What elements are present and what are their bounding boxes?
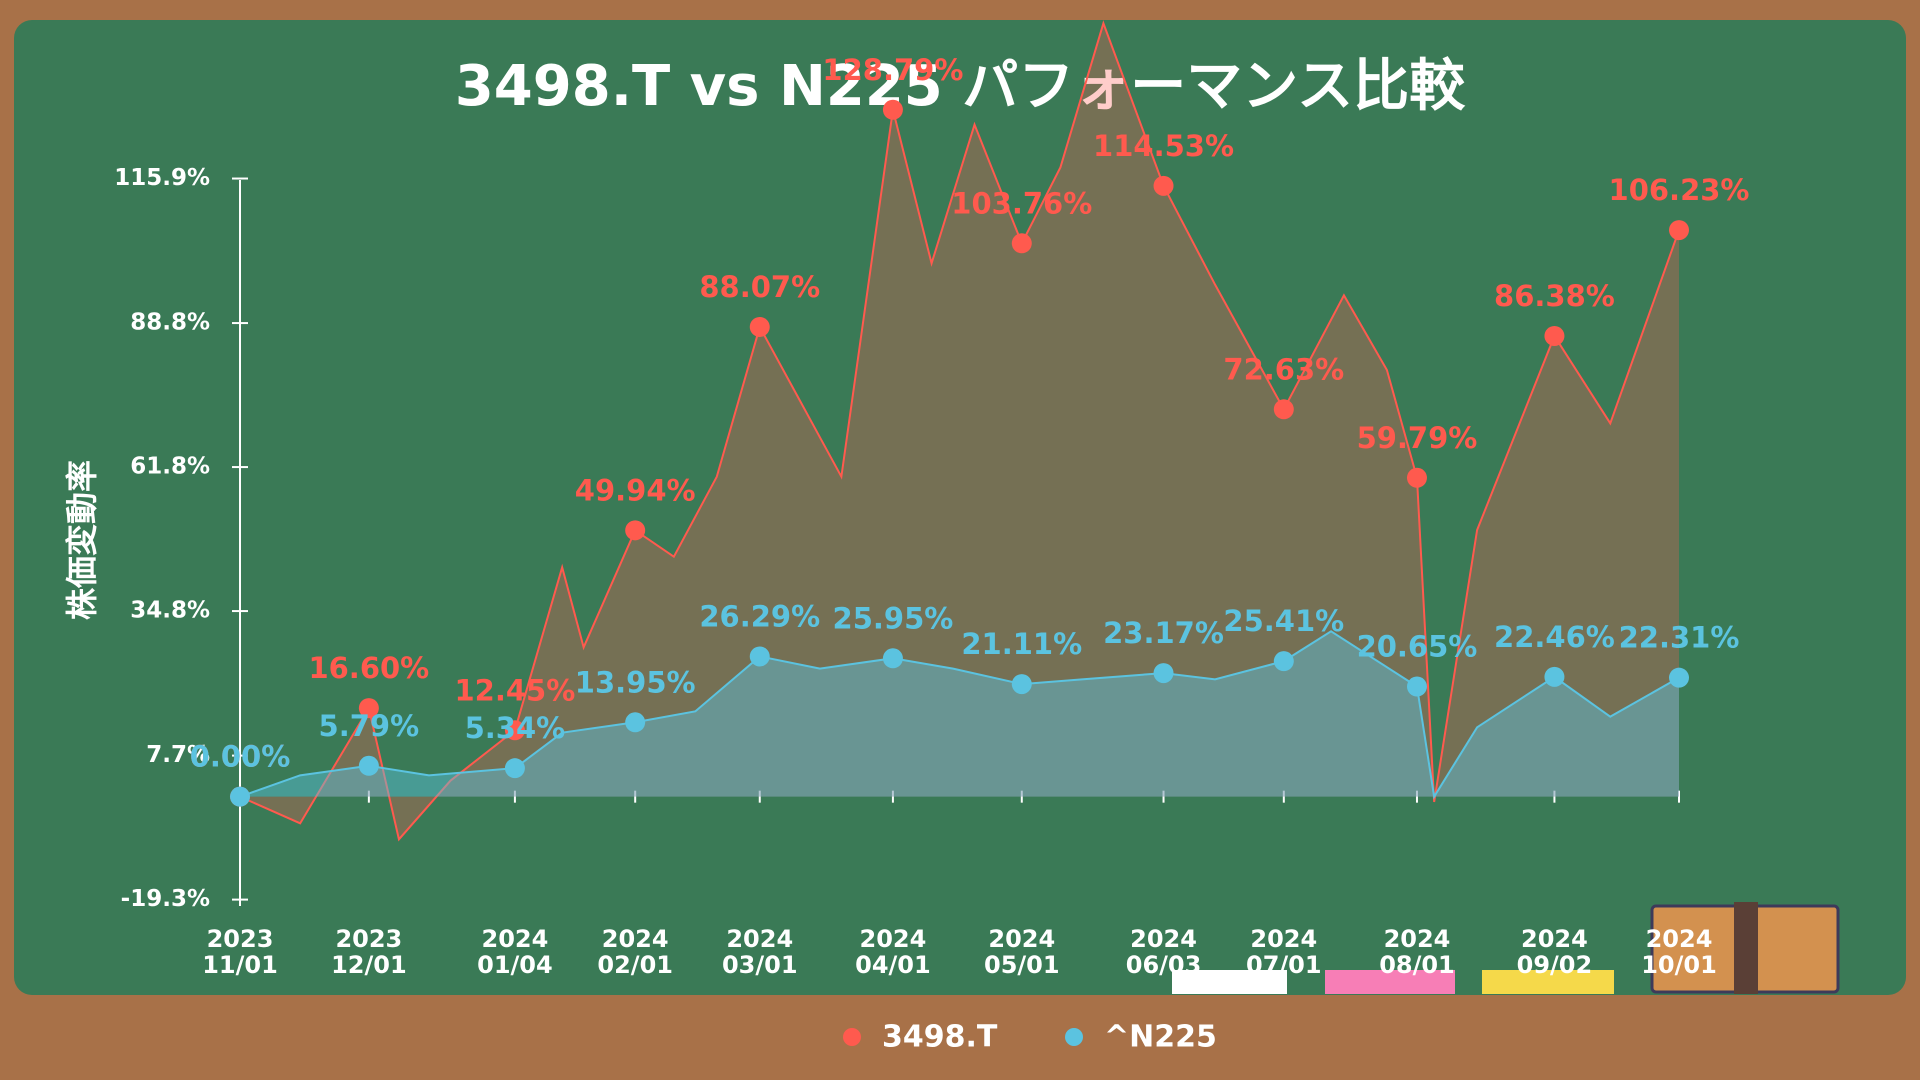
y-tick-label: 61.8% [130,454,210,480]
data-label: 114.53% [1093,129,1234,163]
chart-title: 3498.T vs N225 パフォーマンス比較 [455,54,1466,119]
data-label: 88.07% [699,270,820,304]
data-label: 106.23% [1609,173,1750,207]
data-label: 0.00% [190,740,291,774]
data-label: 20.65% [1357,630,1478,664]
data-point [358,698,379,719]
data-point [504,758,525,779]
data-point [625,712,646,733]
x-tick-label: 2024 06/03 [1126,925,1202,979]
data-label: 86.38% [1494,279,1615,313]
x-tick-label: 2023 12/01 [331,925,407,979]
data-point [882,648,903,669]
book-spine [1734,902,1758,994]
data-point [749,316,770,337]
data-point [1544,666,1565,687]
y-tick-label: 88.8% [130,310,210,336]
data-point [1669,667,1689,688]
line [239,20,1680,842]
data-label: 16.60% [308,651,429,685]
x-tick-label: 2024 07/01 [1246,925,1322,979]
data-point [749,646,770,667]
x-tick-label: 2023 11/01 [202,925,278,979]
data-point [1153,175,1174,196]
data-point [1406,676,1427,697]
data-label: 12.45% [455,673,576,707]
data-label: 25.95% [833,601,954,635]
data-point [882,99,903,120]
data-label: 25.41% [1223,604,1344,638]
data-label: 26.29% [699,599,820,633]
legend: 3498.T ^N225 [843,1020,1217,1055]
data-point [1011,674,1032,695]
data-label: 128.79% [822,53,963,87]
y-tick-label: 7.7% [146,742,210,768]
data-label: 5.79% [319,709,420,743]
y-axis-label: 株価変動率 [63,460,101,620]
legend-marker [843,1028,861,1046]
data-label: 72.63% [1223,352,1344,386]
data-point [230,786,250,807]
data-label: 13.95% [575,665,696,699]
data-point [1011,233,1032,254]
data-label: 22.31% [1619,621,1740,655]
data-label: 22.46% [1494,620,1615,654]
legend-label: ^N225 [1104,1020,1217,1055]
data-label: 49.94% [575,473,696,507]
x-tick-label: 2024 10/01 [1641,925,1717,979]
legend-label: 3498.T [882,1020,998,1055]
eraser [1325,970,1455,994]
y-tick-label: -19.3% [121,886,210,912]
x-tick-label: 2024 02/01 [597,925,673,979]
data-label: 0.00% [190,740,291,774]
data-label: 59.79% [1357,421,1478,455]
data-label: 23.17% [1103,616,1224,650]
data-point [1406,467,1427,488]
y-tick-label: 115.9% [114,165,210,191]
data-point [358,755,379,776]
data-point [1273,399,1294,420]
legend-marker [1065,1028,1083,1046]
data-label: 103.76% [951,186,1092,220]
data-point [625,520,646,541]
data-label: 5.34% [465,711,566,745]
eraser [1482,970,1614,994]
x-tick-label: 2024 05/01 [984,925,1060,979]
data-point [1273,651,1294,672]
area [240,631,1679,797]
eraser [1172,970,1287,994]
line [239,630,1680,800]
area [240,23,1679,840]
data-point [1544,325,1565,346]
data-label: 21.11% [961,627,1082,661]
x-tick-label: 2024 01/04 [477,925,553,979]
x-tick-label: 2024 08/01 [1379,925,1455,979]
x-tick-label: 2024 04/01 [855,925,931,979]
x-tick-label: 2024 03/01 [722,925,798,979]
data-point [1669,220,1689,241]
y-tick-label: 34.8% [130,598,210,624]
data-point [1153,663,1174,684]
x-tick-label: 2024 09/02 [1517,925,1593,979]
data-point [504,720,525,741]
